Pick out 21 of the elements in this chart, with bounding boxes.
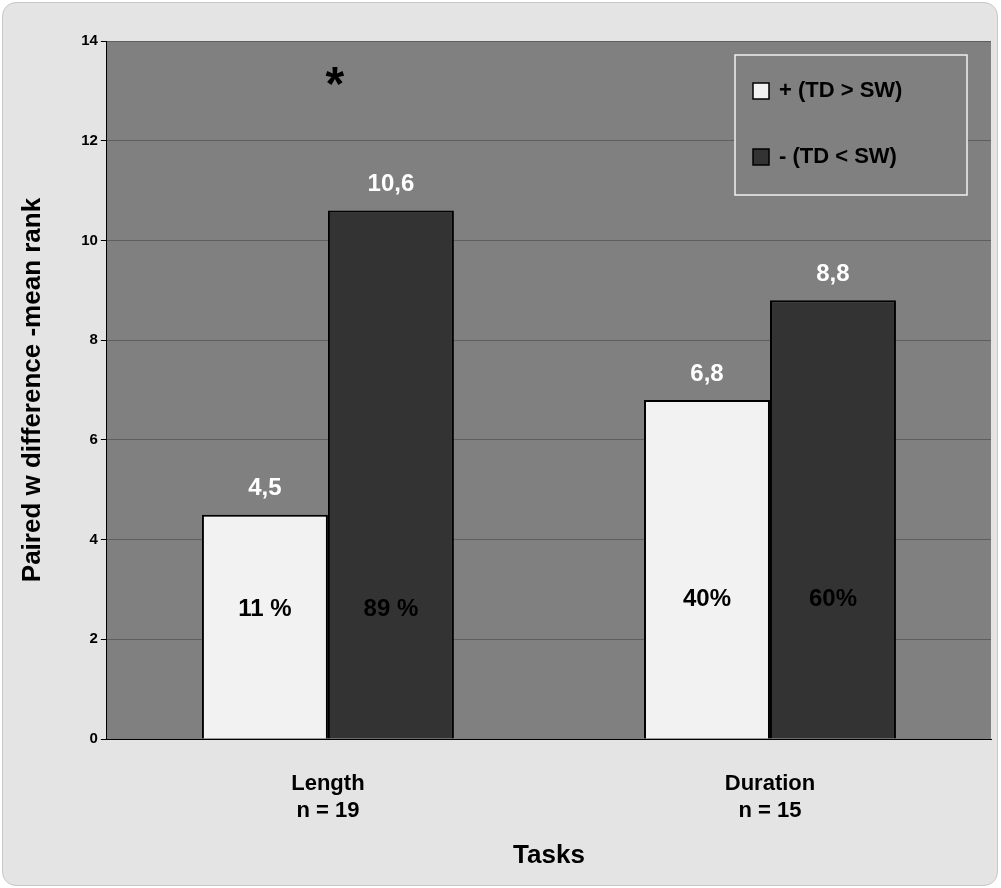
x-tick-label: Duration n = 15	[724, 770, 816, 822]
x-tick-label: Length n = 19	[291, 770, 365, 822]
legend-label: - (TD < SW)	[779, 143, 897, 169]
data-label: 4,5	[248, 473, 282, 501]
y-tick-label: 4	[89, 529, 99, 547]
data-label: 10,6	[367, 169, 415, 197]
annotation: 11 %	[238, 594, 292, 621]
annotation: *	[325, 57, 345, 111]
y-axis-title: Paired w difference -mean rank	[15, 197, 46, 583]
y-tick-label: 6	[89, 430, 98, 447]
annotation: 40%	[682, 584, 731, 612]
data-label: 6,8	[690, 358, 724, 386]
legend-label: + (TD > SW)	[779, 77, 903, 103]
y-tick-label: 14	[81, 31, 99, 49]
x-axis-title: Tasks	[513, 838, 585, 869]
y-tick-label: 0	[89, 729, 98, 747]
y-tick-label: 10	[81, 230, 98, 248]
y-tick-label: 2	[89, 629, 98, 647]
y-tick-label: 12	[81, 130, 98, 148]
data-label: 8,8	[816, 258, 850, 286]
y-tick-label: 8	[89, 330, 98, 348]
